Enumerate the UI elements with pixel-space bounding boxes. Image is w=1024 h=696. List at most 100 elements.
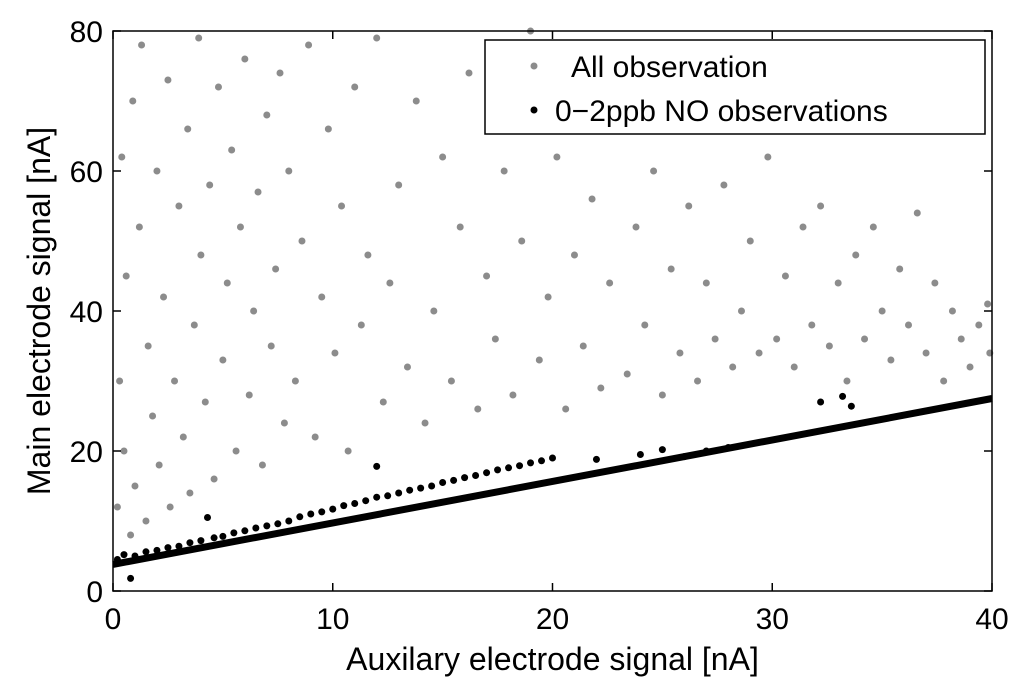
- all-observation-point: [144, 342, 152, 350]
- no-observation-point: [203, 514, 211, 521]
- all-observation-point: [456, 223, 464, 231]
- all-observation-point: [790, 363, 798, 371]
- no-observation-point: [186, 539, 194, 547]
- all-observation-point: [439, 153, 447, 161]
- all-observation-point: [447, 377, 455, 385]
- all-observation-point: [403, 363, 411, 371]
- all-observation-point: [518, 237, 526, 245]
- all-observation-point: [364, 251, 372, 259]
- all-observation-point: [887, 356, 895, 364]
- no-observation-point: [351, 500, 359, 507]
- all-observation-point: [799, 223, 807, 231]
- no-observation-point: [428, 482, 436, 490]
- all-observation-point: [773, 335, 781, 343]
- no-observation-point: [658, 446, 666, 454]
- all-observation-point: [250, 307, 258, 315]
- all-observation-point: [676, 349, 684, 357]
- all-observation-point: [331, 349, 339, 357]
- all-observation-point: [160, 293, 168, 301]
- all-observation-point: [318, 293, 326, 301]
- all-observation-point: [465, 69, 473, 77]
- all-observation-point: [357, 321, 365, 329]
- x-tick-label: 0: [105, 603, 122, 636]
- all-observation-point: [236, 223, 244, 231]
- y-axis-ticks: 0 20 40 60 80: [70, 16, 992, 609]
- all-observation-point: [223, 279, 231, 287]
- no-observation-point: [395, 489, 403, 497]
- no-observation-point: [527, 459, 535, 467]
- all-observation-point: [164, 76, 172, 84]
- no-observation-point: [439, 479, 447, 486]
- all-observation-point: [957, 335, 965, 343]
- all-observation-point: [254, 188, 262, 196]
- legend-box: [484, 39, 986, 135]
- all-observation-point: [201, 398, 209, 406]
- fit-line-group: [112, 395, 993, 568]
- no-observation-point: [839, 392, 847, 400]
- all-observation-point: [878, 307, 886, 315]
- all-observation-point: [311, 433, 319, 441]
- no-observation-point: [461, 474, 469, 482]
- all-observation-point: [267, 342, 275, 350]
- no-observation-point: [197, 537, 205, 545]
- all-observation-point: [948, 307, 956, 315]
- no-observation-point: [175, 542, 183, 550]
- x-axis-label: Auxilary electrode signal [nA]: [346, 641, 759, 677]
- all-observation-point: [241, 55, 249, 63]
- all-observation-point: [896, 265, 904, 273]
- all-observation-point: [430, 307, 438, 315]
- y-tick-label: 0: [86, 576, 103, 609]
- all-observation-point: [155, 461, 163, 469]
- all-observation-point: [535, 356, 543, 364]
- all-observation-point: [138, 41, 146, 49]
- all-observation-point: [500, 167, 508, 175]
- all-observation-point: [280, 419, 288, 427]
- all-observation-point: [904, 321, 912, 329]
- no-observation-point: [384, 492, 392, 500]
- all-observation-point: [746, 237, 754, 245]
- all-observation-point: [650, 167, 658, 175]
- all-observation-point: [474, 405, 482, 413]
- no-observation-point: [516, 462, 524, 470]
- no-observation-point: [127, 574, 135, 582]
- no-observation-point: [219, 532, 227, 540]
- all-observation-point: [258, 461, 266, 469]
- all-observation-point: [579, 342, 587, 350]
- no-observation-point: [494, 466, 502, 474]
- all-observation-point: [291, 377, 299, 385]
- all-observation-point: [817, 202, 825, 210]
- all-observation-series: [113, 27, 994, 539]
- all-observation-point: [641, 321, 649, 329]
- y-tick-label: 80: [70, 16, 103, 49]
- no-observation-point: [362, 497, 370, 505]
- legend-marker-no: [530, 106, 538, 114]
- all-observation-point: [351, 83, 359, 91]
- no-observation-point: [329, 505, 337, 513]
- fit-line: [112, 395, 993, 568]
- no-observation-point: [285, 517, 293, 525]
- no-observation-point: [636, 451, 644, 458]
- no-observation-point: [274, 520, 282, 528]
- all-observation-point: [285, 167, 293, 175]
- all-observation-point: [852, 251, 860, 259]
- all-observation-point: [153, 167, 161, 175]
- all-observation-point: [658, 391, 666, 399]
- x-axis-ticks: 0 10 20 30 40: [105, 31, 1009, 636]
- x-tick-label: 40: [975, 603, 1008, 636]
- all-observation-point: [127, 531, 135, 539]
- all-observation-point: [913, 209, 921, 217]
- all-observation-point: [197, 251, 205, 259]
- all-observation-point: [606, 279, 614, 287]
- all-observation-point: [129, 97, 137, 105]
- all-observation-point: [245, 391, 253, 399]
- x-tick-label: 30: [756, 603, 789, 636]
- all-observation-point: [632, 223, 640, 231]
- no-observation-point: [373, 493, 381, 501]
- all-observation-point: [940, 377, 948, 385]
- no-observation-point: [241, 527, 249, 535]
- no-observation-point: [847, 402, 855, 410]
- no-observation-point: [210, 534, 218, 542]
- all-observation-point: [834, 279, 842, 287]
- all-observation-point: [206, 181, 214, 189]
